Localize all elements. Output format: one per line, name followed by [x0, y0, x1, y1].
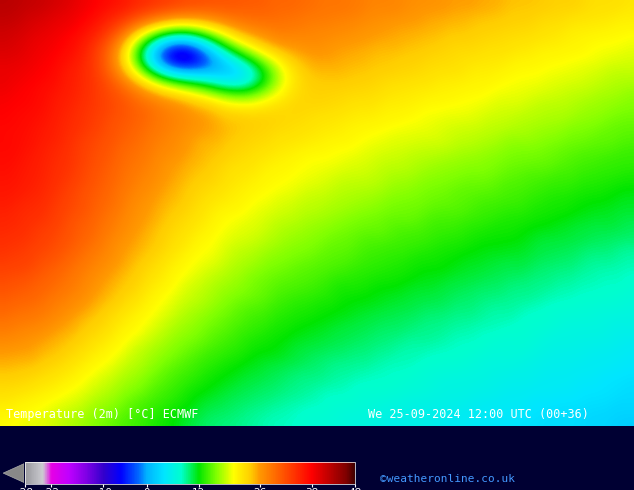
Polygon shape: [3, 464, 24, 483]
Text: ©weatheronline.co.uk: ©weatheronline.co.uk: [380, 474, 515, 484]
Text: Temperature (2m) [°C] ECMWF: Temperature (2m) [°C] ECMWF: [6, 408, 198, 421]
Text: We 25-09-2024 12:00 UTC (00+36): We 25-09-2024 12:00 UTC (00+36): [368, 408, 588, 421]
